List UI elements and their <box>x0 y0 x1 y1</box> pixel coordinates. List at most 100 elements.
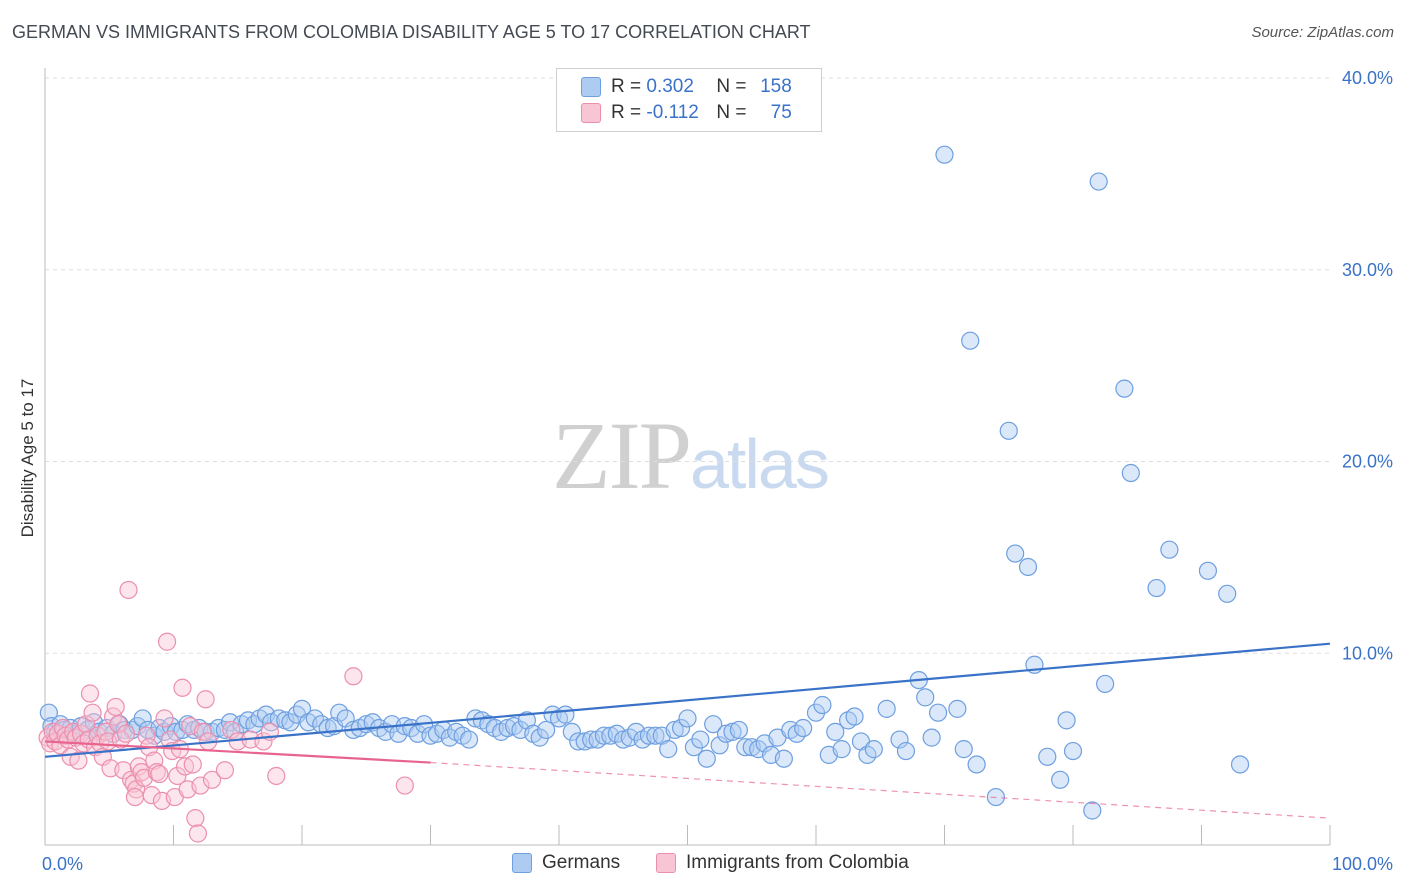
colombia-point <box>150 764 169 784</box>
german-point <box>691 730 710 749</box>
legend-swatch-colombia <box>581 103 601 123</box>
german-point <box>826 722 845 741</box>
y-tick-label: 40.0% <box>1342 68 1393 88</box>
legend-swatch-germans <box>581 77 601 97</box>
german-point <box>999 421 1018 440</box>
watermark-zip: ZIP <box>552 402 692 509</box>
german-point <box>639 726 659 745</box>
german-point <box>954 740 973 759</box>
legend-n-label: N = <box>716 76 747 97</box>
legend-n-label: N = <box>716 102 747 123</box>
german-point <box>39 703 58 722</box>
correlation-legend: R = 0.302 N = 158 R = -0.112 N = 75 <box>556 68 822 132</box>
german-point <box>845 707 864 726</box>
german-point <box>678 709 697 728</box>
colombia-point <box>173 678 192 697</box>
colombia-point <box>137 726 156 745</box>
german-point <box>704 715 723 734</box>
colombia-point <box>193 722 213 741</box>
german-point <box>1147 578 1166 598</box>
colombia-point <box>168 766 187 786</box>
colombia-point <box>106 697 125 717</box>
watermark: ZIPatlas <box>552 400 830 511</box>
legend-r-value: -0.112 <box>646 102 699 123</box>
colombia-trendline-extension <box>430 761 1331 819</box>
colombia-point <box>344 667 363 686</box>
colombia-point <box>267 766 286 786</box>
colombia-point <box>83 703 102 722</box>
chart-title: GERMAN VS IMMIGRANTS FROM COLOMBIA DISAB… <box>12 22 811 42</box>
legend-r-label: R = <box>611 102 642 123</box>
colombia-trendline <box>44 740 431 764</box>
german-point <box>967 755 986 774</box>
bottom-legend-label-colombia: Immigrants from Colombia <box>686 852 909 873</box>
german-point <box>890 730 909 749</box>
colombia-point <box>145 751 164 770</box>
bottom-legend-swatch-colombia <box>656 853 676 873</box>
colombia-point <box>69 751 88 770</box>
colombia-point <box>109 715 128 734</box>
legend-row-germans: R = 0.302 N = 158 <box>581 74 792 100</box>
bottom-legend-swatch-germans <box>512 853 532 873</box>
colombia-point <box>202 770 222 789</box>
german-point <box>877 699 896 718</box>
german-trendline <box>44 642 1331 758</box>
legend-row-colombia: R = -0.112 N = 75 <box>581 100 792 126</box>
x-tick-label: 0.0% <box>42 854 83 874</box>
bottom-legend-label-germans: Germans <box>542 852 621 873</box>
german-point <box>896 741 916 761</box>
german-point <box>774 749 793 768</box>
german-point <box>556 705 575 724</box>
german-point <box>1083 801 1102 820</box>
y-tick-label: 30.0% <box>1342 260 1393 280</box>
german-point <box>723 722 742 741</box>
german-point <box>1121 463 1140 483</box>
colombia-point <box>77 715 96 734</box>
german-point <box>1115 379 1134 398</box>
german-point <box>1218 584 1237 603</box>
bottom-legend-colombia: Immigrants from Colombia <box>656 852 909 874</box>
german-point <box>537 720 556 740</box>
y-tick-label: 10.0% <box>1342 643 1393 663</box>
colombia-point <box>196 690 215 709</box>
german-point <box>961 331 980 350</box>
german-point <box>1057 711 1076 730</box>
colombia-point <box>191 776 210 795</box>
legend-r-value: 0.302 <box>646 76 694 97</box>
german-point <box>729 720 749 740</box>
legend-n-value: 75 <box>770 102 792 123</box>
german-point <box>916 688 935 707</box>
german-point <box>710 736 729 755</box>
colombia-point <box>188 824 208 843</box>
german-point <box>1096 674 1115 694</box>
german-point <box>1089 172 1108 191</box>
colombia-point <box>119 580 138 600</box>
german-point <box>1018 557 1038 577</box>
colombia-point <box>222 720 241 740</box>
german-point <box>922 728 941 747</box>
german-point <box>562 722 581 741</box>
german-point <box>1230 755 1250 774</box>
bottom-legend-germans: Germans <box>512 852 620 874</box>
german-point <box>832 740 851 759</box>
x-tick-label: 100.0% <box>1332 854 1393 874</box>
german-point <box>1038 747 1057 766</box>
colombia-point <box>183 755 202 774</box>
german-point <box>794 718 813 738</box>
colombia-point <box>157 632 177 651</box>
german-point <box>948 699 967 718</box>
german-point <box>1160 540 1179 559</box>
german-point <box>659 740 678 759</box>
german-point <box>1006 544 1025 563</box>
colombia-point <box>215 761 234 780</box>
colombia-point <box>125 787 145 807</box>
german-point <box>864 740 883 759</box>
german-point <box>269 709 288 728</box>
colombia-point <box>155 709 174 728</box>
colombia-point <box>116 724 136 743</box>
legend-r-label: R = <box>611 76 642 97</box>
german-point <box>1051 770 1070 789</box>
german-point <box>665 720 684 740</box>
german-point <box>1198 561 1218 580</box>
